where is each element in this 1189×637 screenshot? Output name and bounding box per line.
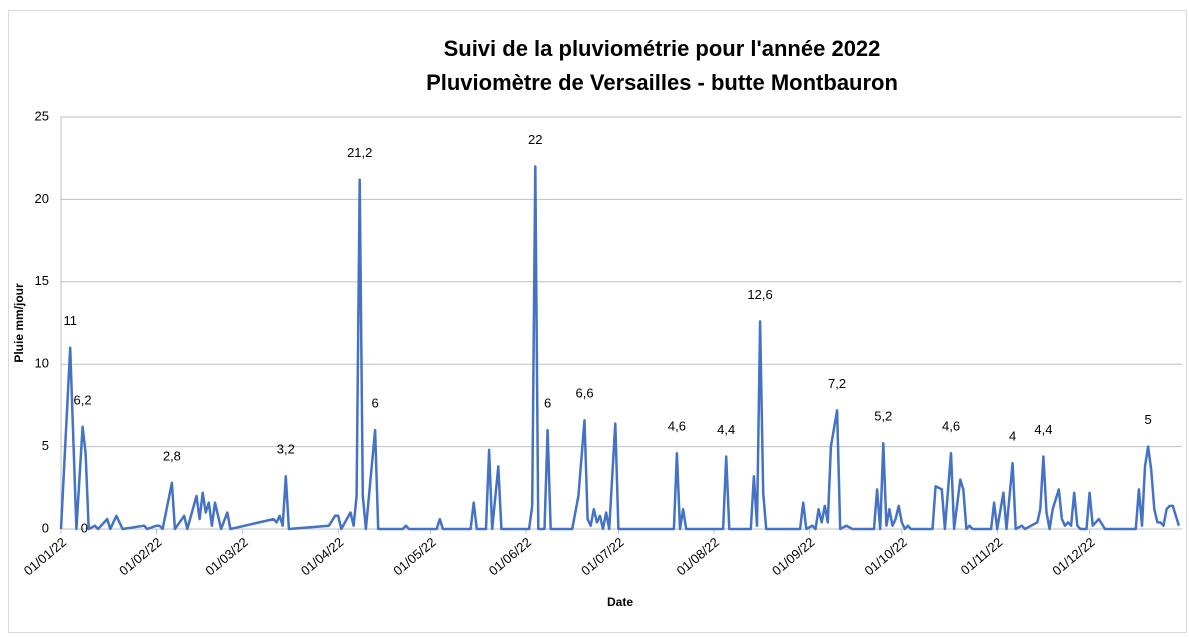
data-label: 11 <box>63 313 77 328</box>
data-label: 6 <box>544 396 551 411</box>
data-label: 5 <box>1145 412 1152 427</box>
x-axis-label: Date <box>607 595 633 609</box>
chart-border <box>8 10 1187 633</box>
data-label: 22 <box>528 132 542 147</box>
data-label: 6 <box>372 396 379 411</box>
data-label: 4 <box>1009 429 1016 444</box>
data-label: 21,2 <box>347 145 372 160</box>
data-label: 4,4 <box>717 422 735 437</box>
data-label: 3,2 <box>277 442 295 457</box>
data-label: 6,2 <box>74 392 92 407</box>
y-tick-label: 5 <box>42 438 49 453</box>
chart-subtitle: Pluviomètre de Versailles - butte Montba… <box>426 70 898 95</box>
data-label: 7,2 <box>828 376 846 391</box>
data-label: 5,2 <box>874 409 892 424</box>
data-label: 4,6 <box>668 419 686 434</box>
data-label: 4,6 <box>942 419 960 434</box>
data-label: 0 <box>81 520 88 535</box>
y-axis-label: Pluie mm/jour <box>12 283 26 363</box>
y-tick-label: 25 <box>35 108 49 123</box>
y-tick-label: 0 <box>42 520 49 535</box>
data-label: 12,6 <box>747 287 772 302</box>
data-label: 2,8 <box>163 448 181 463</box>
y-tick-label: 15 <box>35 273 49 288</box>
data-label: 6,6 <box>576 386 594 401</box>
data-label: 4,4 <box>1034 422 1052 437</box>
rain-line <box>59 165 1181 531</box>
chart-title: Suivi de la pluviométrie pour l'année 20… <box>444 36 881 61</box>
y-tick-label: 10 <box>35 356 49 371</box>
y-tick-label: 20 <box>35 191 49 206</box>
